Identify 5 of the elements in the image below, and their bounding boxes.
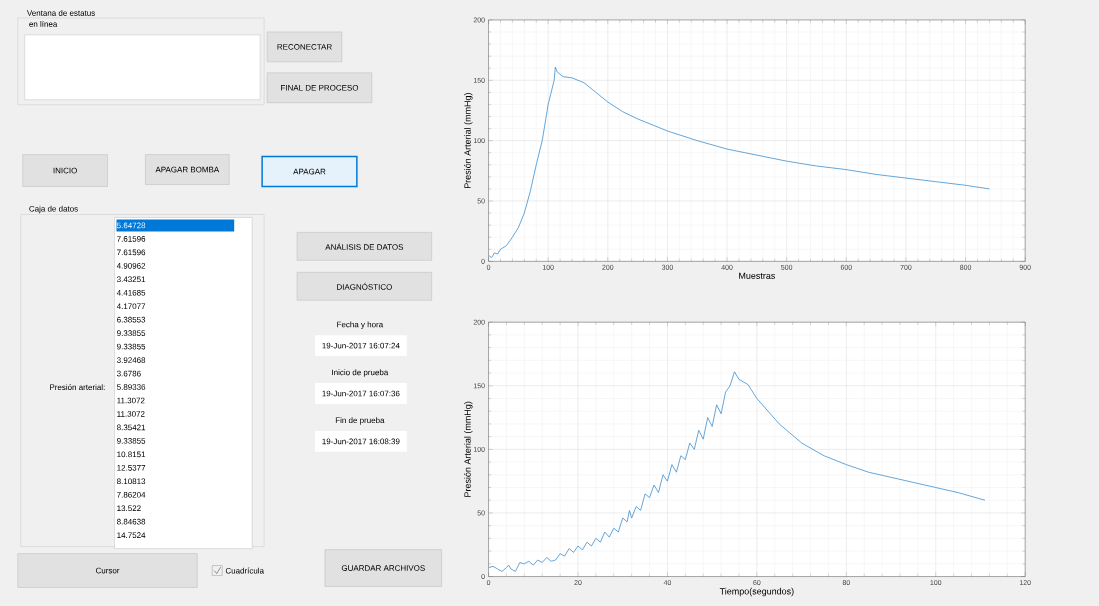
- x-axis-title: Tiempo(segundos): [719, 587, 794, 596]
- line-series: [488, 371, 986, 572]
- y-axis-title: Presión Arterial (mmHg): [464, 92, 473, 188]
- y-axis-title: Presión Arterial (mmHg): [464, 401, 473, 497]
- x-axis-title: Muestras: [739, 272, 775, 279]
